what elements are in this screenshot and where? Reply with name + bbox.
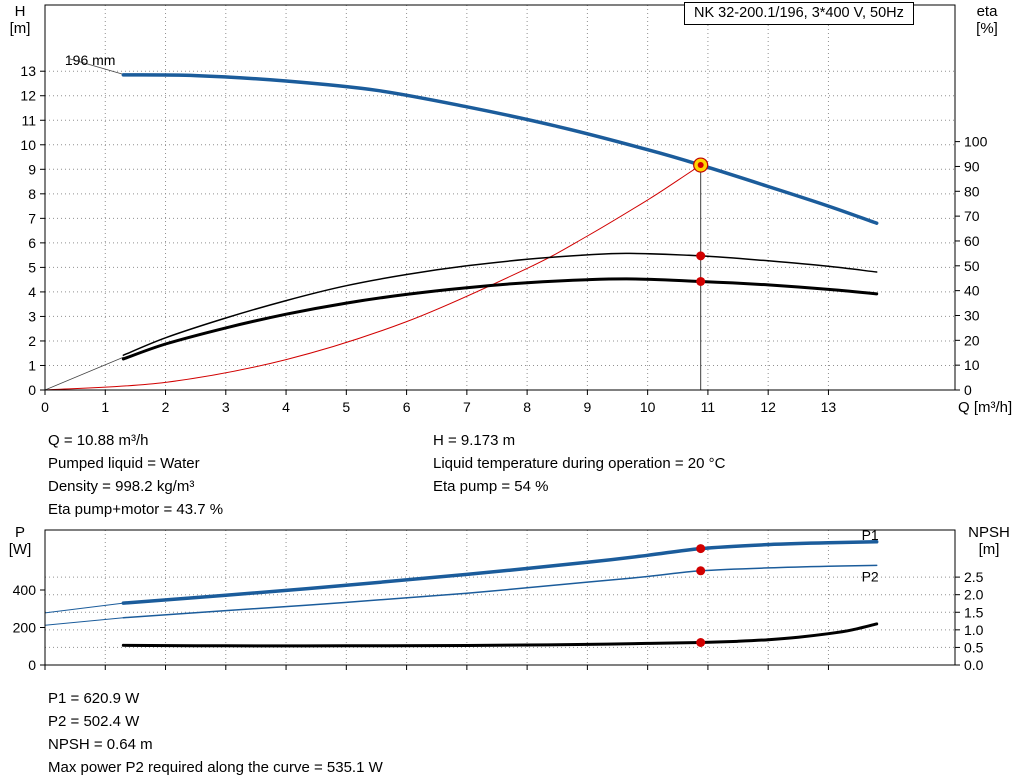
svg-text:1: 1 xyxy=(101,399,109,415)
svg-text:20: 20 xyxy=(964,332,980,348)
svg-text:12: 12 xyxy=(20,88,36,104)
duty-info-column-1: Q = 10.88 m³/h Pumped liquid = Water Den… xyxy=(48,429,223,521)
svg-text:30: 30 xyxy=(964,307,980,323)
info-max-power-p2: Max power P2 required along the curve = … xyxy=(48,759,383,776)
svg-text:2.0: 2.0 xyxy=(964,587,984,603)
svg-text:60: 60 xyxy=(964,233,980,249)
svg-text:8: 8 xyxy=(523,399,531,415)
svg-text:7: 7 xyxy=(463,399,471,415)
info-liquid-temperature: Liquid temperature during operation = 20… xyxy=(433,455,726,472)
info-eta-pump-motor: Eta pump+motor = 43.7 % xyxy=(48,501,224,518)
info-pumped-liquid: Pumped liquid = Water xyxy=(48,455,200,472)
info-density: Density = 998.2 kg/m³ xyxy=(48,478,195,495)
svg-text:0: 0 xyxy=(28,382,36,398)
h-axis-label: H xyxy=(14,3,26,20)
svg-text:70: 70 xyxy=(964,208,980,224)
npsh-axis-label: NPSH xyxy=(968,524,1010,541)
svg-text:5: 5 xyxy=(342,399,350,415)
svg-text:400: 400 xyxy=(13,582,37,598)
svg-text:11: 11 xyxy=(21,112,36,128)
q-axis-label: Q [m³/h] xyxy=(958,399,1013,416)
eta-axis-unit: [%] xyxy=(976,20,998,37)
svg-text:10: 10 xyxy=(640,399,656,415)
power-info-block: P1 = 620.9 W P2 = 502.4 W NPSH = 0.64 m … xyxy=(48,687,383,779)
svg-text:3: 3 xyxy=(28,308,36,324)
svg-text:13: 13 xyxy=(20,63,36,79)
svg-text:200: 200 xyxy=(13,620,37,636)
svg-text:2.5: 2.5 xyxy=(964,569,984,585)
power-npsh-chart: 0 200 400 0.0 0.51.0 1.52.0 2.5 P1 P2 xyxy=(13,527,984,673)
svg-text:6: 6 xyxy=(28,235,36,251)
svg-text:9: 9 xyxy=(583,399,591,415)
svg-text:9: 9 xyxy=(28,161,36,177)
svg-text:4: 4 xyxy=(282,399,290,415)
svg-text:3: 3 xyxy=(222,399,230,415)
svg-text:8: 8 xyxy=(28,186,36,202)
svg-text:50: 50 xyxy=(964,258,980,274)
chart-title-box: NK 32-200.1/196, 3*400 V, 50Hz xyxy=(684,2,914,25)
svg-text:12: 12 xyxy=(760,399,776,415)
svg-text:2: 2 xyxy=(162,399,170,415)
svg-text:100: 100 xyxy=(964,134,988,150)
svg-text:2: 2 xyxy=(28,333,36,349)
svg-text:0: 0 xyxy=(41,399,49,415)
svg-text:10: 10 xyxy=(964,357,980,373)
npsh-axis-unit: [m] xyxy=(978,541,1000,558)
svg-text:6: 6 xyxy=(403,399,411,415)
svg-text:0.5: 0.5 xyxy=(964,639,984,655)
info-q: Q = 10.88 m³/h xyxy=(48,432,149,449)
p-axis-unit: [W] xyxy=(8,541,32,558)
info-p2: P2 = 502.4 W xyxy=(48,713,140,730)
svg-text:0.0: 0.0 xyxy=(964,657,984,673)
svg-text:11: 11 xyxy=(701,399,716,415)
svg-text:13: 13 xyxy=(821,399,837,415)
svg-text:0: 0 xyxy=(28,657,36,673)
qh-eta-chart: 0123456789101112130102030405060708090100… xyxy=(20,4,988,415)
svg-text:5: 5 xyxy=(28,259,36,275)
info-h: H = 9.173 m xyxy=(433,432,516,449)
eta-axis-label: eta xyxy=(976,3,998,20)
svg-text:1.5: 1.5 xyxy=(964,604,984,620)
svg-text:80: 80 xyxy=(964,183,980,199)
info-p1: P1 = 620.9 W xyxy=(48,690,140,707)
svg-text:P1: P1 xyxy=(862,527,879,543)
svg-text:40: 40 xyxy=(964,283,980,299)
p-axis-label: P xyxy=(14,524,25,541)
svg-text:90: 90 xyxy=(964,158,980,174)
info-npsh: NPSH = 0.64 m xyxy=(48,736,153,753)
h-axis-unit: [m] xyxy=(9,20,31,37)
svg-text:10: 10 xyxy=(20,137,36,153)
svg-text:7: 7 xyxy=(28,210,36,226)
duty-info-column-2: H = 9.173 m Liquid temperature during op… xyxy=(433,429,725,498)
svg-text:1: 1 xyxy=(28,357,36,373)
svg-text:0: 0 xyxy=(964,382,972,398)
svg-text:P2: P2 xyxy=(862,569,879,585)
svg-text:1.0: 1.0 xyxy=(964,622,984,638)
svg-text:4: 4 xyxy=(28,284,36,300)
info-eta-pump: Eta pump = 54 % xyxy=(433,478,549,495)
svg-text:196 mm: 196 mm xyxy=(65,52,116,68)
